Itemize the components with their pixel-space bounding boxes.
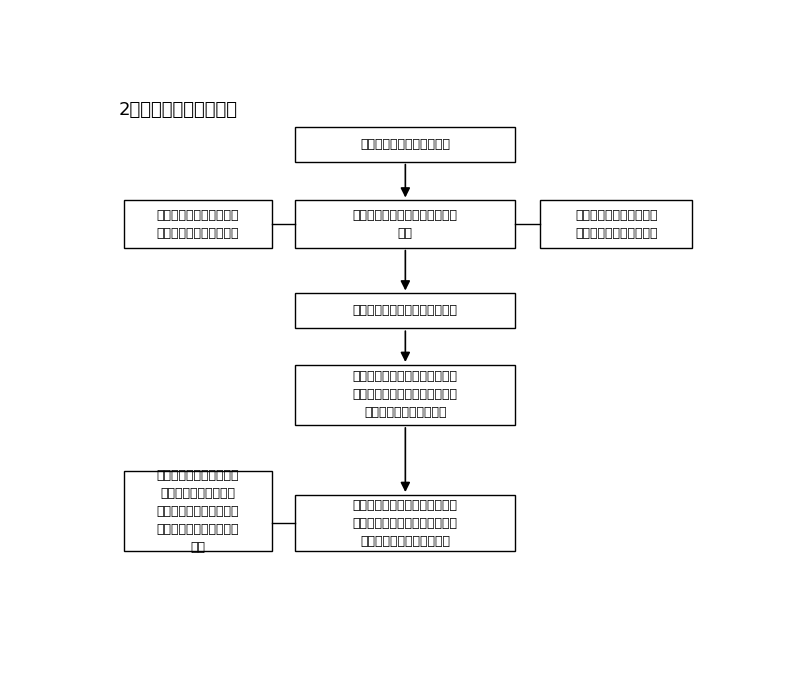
Text: 与私网端设备建立隊道连接: 与私网端设备建立隊道连接: [360, 138, 450, 151]
Text: 通过核心交换设备对自有端口的
负载分配方式实现对私网端各隊
道所在物理线路负载的分配: 通过核心交换设备对自有端口的 负载分配方式实现对私网端各隊 道所在物理线路负载的…: [353, 498, 458, 548]
Bar: [295, 495, 515, 551]
Bar: [295, 365, 515, 425]
Text: 核心传输设备组接入核心交换机
设备: 核心传输设备组接入核心交换机 设备: [353, 209, 458, 239]
Text: 该隊道连接在核心传输设
备组对应唯一的物理线路: 该隊道连接在核心传输设 备组对应唯一的物理线路: [157, 209, 239, 239]
Bar: [295, 200, 515, 248]
Bar: [123, 470, 272, 551]
Text: 2、负载分配原理流程图: 2、负载分配原理流程图: [118, 101, 238, 119]
Text: 核心交换设备的负载的分
配方式只针对自有的端
口，所以各种负载分配方
式均可在该种传输中直接
实现: 核心交换设备的负载的分 配方式只针对自有的端 口，所以各种负载分配方 式均可在该…: [157, 468, 239, 554]
Bar: [295, 293, 515, 328]
Bar: [123, 200, 272, 248]
Text: 当某一核心传输设备所连接的隊
道断开后数据流量会自动转入到
其它传输设备所在的隊道: 当某一核心传输设备所连接的隊 道断开后数据流量会自动转入到 其它传输设备所在的隊…: [353, 371, 458, 419]
Bar: [540, 200, 692, 248]
Bar: [295, 127, 515, 162]
Text: 对核心交换机端口进行链路聚合: 对核心交换机端口进行链路聚合: [353, 304, 458, 318]
Text: 每台核心传输设备分别对
应唯一的核心交换机端口: 每台核心传输设备分别对 应唯一的核心交换机端口: [575, 209, 658, 239]
